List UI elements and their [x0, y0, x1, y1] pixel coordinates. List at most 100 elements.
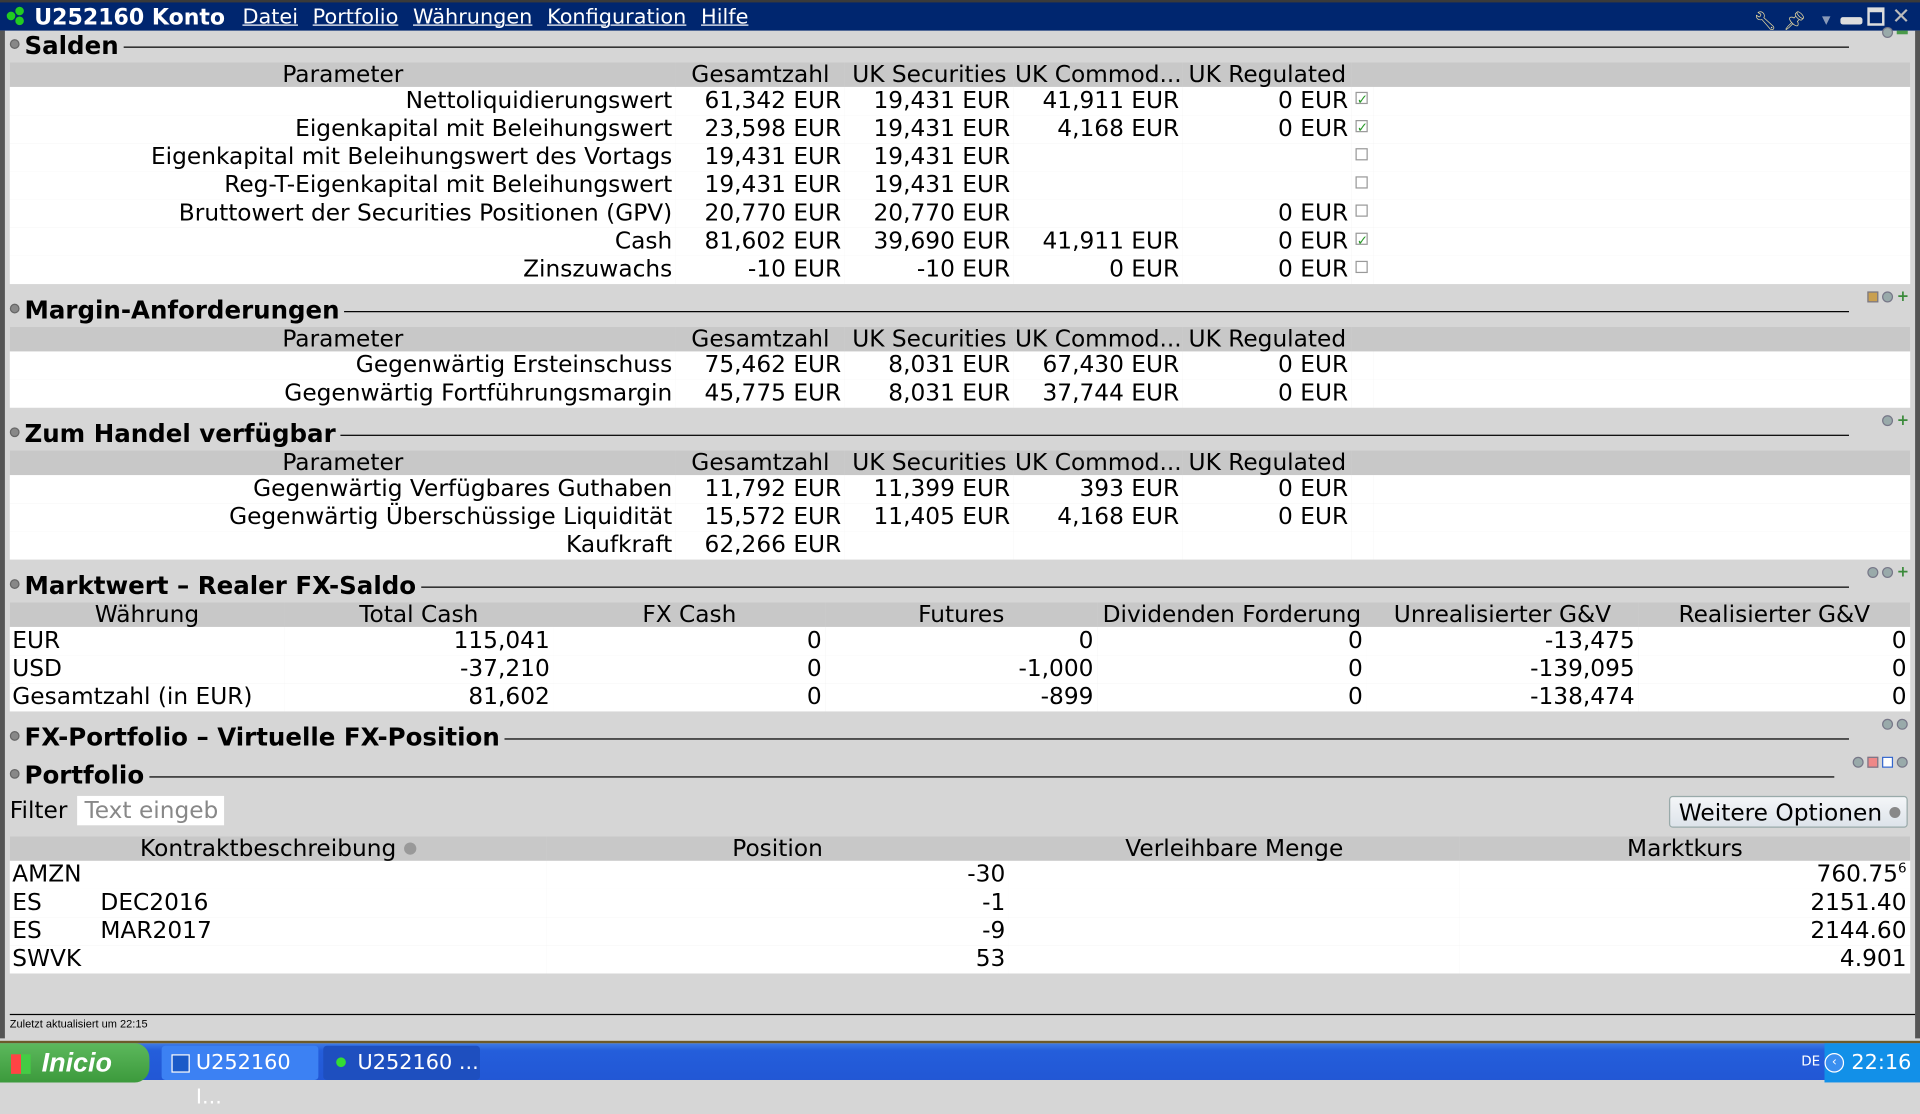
- collapse-toggle-icon[interactable]: [9, 303, 20, 314]
- column-header[interactable]: UK Regulated: [1182, 62, 1352, 87]
- more-options-button[interactable]: Weitere Optionen: [1668, 795, 1908, 828]
- table-row[interactable]: Reg-T-Eigenkapital mit Beleihungswert 19,…: [9, 171, 1911, 200]
- refresh-icon[interactable]: [1867, 566, 1879, 578]
- collapse-toggle-icon[interactable]: [9, 731, 20, 741]
- position-row[interactable]: ES MAR2017 -9 2144.60: [9, 917, 1911, 946]
- minimize-button[interactable]: [1840, 17, 1863, 25]
- section-marktwert[interactable]: Marktwert – Realer FX-Saldo +: [9, 564, 1910, 599]
- table-row[interactable]: Kaufkraft 62,266 EUR: [9, 531, 1911, 560]
- help-icon[interactable]: [1882, 566, 1894, 578]
- section-margin[interactable]: Margin-Anforderungen +: [9, 289, 1910, 324]
- column-header[interactable]: Futures: [825, 602, 1098, 627]
- table-row[interactable]: Gegenwärtig Überschüssige Liquidität 15,5…: [9, 503, 1911, 532]
- refresh-icon[interactable]: [1852, 756, 1864, 768]
- section-salden[interactable]: Salden: [9, 26, 1910, 59]
- menu-waehrungen[interactable]: Währungen: [413, 4, 533, 30]
- column-header[interactable]: UK Securities: [844, 62, 1014, 87]
- sort-icon[interactable]: [403, 842, 416, 855]
- filter-input[interactable]: [77, 795, 225, 826]
- section-handel[interactable]: Zum Handel verfügbar +: [9, 413, 1910, 447]
- help-icon[interactable]: [1896, 718, 1908, 730]
- column-header[interactable]: Unrealisierter G&V: [1366, 602, 1639, 627]
- column-header[interactable]: UK Securities: [844, 450, 1014, 476]
- collapse-toggle-icon[interactable]: [9, 39, 20, 49]
- collapse-toggle-icon[interactable]: [9, 427, 20, 438]
- menu-datei[interactable]: Datei: [242, 4, 298, 30]
- help-icon[interactable]: [1896, 756, 1908, 768]
- column-header[interactable]: Total Cash: [284, 602, 554, 627]
- column-header[interactable]: Parameter: [9, 326, 676, 352]
- refresh-icon[interactable]: [1882, 718, 1894, 730]
- column-header[interactable]: UK Commod...: [1013, 62, 1183, 87]
- section-fx-portfolio[interactable]: FX-Portfolio – Virtuelle FX-Position: [9, 718, 1910, 751]
- row-checkbox[interactable]: [1355, 148, 1368, 161]
- row-checkbox[interactable]: [1355, 176, 1368, 189]
- column-header[interactable]: Gesamtzahl: [675, 62, 845, 87]
- expand-icon[interactable]: +: [1896, 287, 1910, 305]
- table-row[interactable]: EUR 115,041 0 0 0 -13,475 0: [9, 626, 1911, 656]
- column-header[interactable]: Parameter: [9, 450, 676, 476]
- column-header-verleihbar[interactable]: Verleihbare Menge: [1008, 836, 1460, 861]
- chart-icon[interactable]: [1867, 291, 1879, 303]
- row-checkbox[interactable]: [1355, 86, 1368, 114]
- language-indicator[interactable]: DE: [1801, 1053, 1821, 1069]
- column-header[interactable]: UK Regulated: [1182, 450, 1352, 476]
- column-header[interactable]: Gesamtzahl: [675, 326, 845, 352]
- position-row[interactable]: ES DEC2016 -1 2151.40: [9, 888, 1911, 918]
- table-row[interactable]: Cash 81,602 EUR 39,690 EUR 41,911 EUR 0 EUR: [9, 227, 1911, 256]
- menu-konfiguration[interactable]: Konfiguration: [547, 4, 687, 30]
- expand-icon[interactable]: +: [1896, 563, 1910, 581]
- collapse-toggle-icon[interactable]: [9, 579, 20, 589]
- table-row[interactable]: Eigenkapital mit Beleihungswert des Vort…: [9, 143, 1911, 172]
- table-row[interactable]: Eigenkapital mit Beleihungswert 23,598 EU…: [9, 114, 1911, 144]
- position-row[interactable]: SWVK 53 4.901: [9, 945, 1911, 974]
- column-header-position[interactable]: Position: [546, 836, 1009, 861]
- table-row[interactable]: Gegenwärtig Verfügbares Guthaben 11,792 E…: [9, 475, 1911, 504]
- start-button[interactable]: Inicio: [0, 1043, 150, 1083]
- column-header[interactable]: Parameter: [9, 62, 676, 87]
- help-icon[interactable]: [1882, 26, 1894, 38]
- collapse-toggle-icon[interactable]: [9, 768, 20, 779]
- dropdown-arrow-icon[interactable]: ▼: [1822, 14, 1831, 27]
- column-header[interactable]: Gesamtzahl: [675, 450, 845, 476]
- table-row[interactable]: Zinszuwachs -10 EUR -10 EUR 0 EUR 0 EUR: [9, 255, 1911, 285]
- column-header[interactable]: UK Securities: [844, 326, 1014, 352]
- column-header[interactable]: FX Cash: [553, 602, 826, 627]
- row-checkbox[interactable]: [1355, 227, 1368, 255]
- taskbar-item[interactable]: U252160 ...: [323, 1045, 481, 1081]
- row-checkbox[interactable]: [1355, 114, 1368, 142]
- minimize-section-icon[interactable]: [1896, 30, 1908, 35]
- column-header[interactable]: Dividenden Forderung: [1097, 602, 1367, 627]
- column-header[interactable]: UK Commod...: [1013, 450, 1183, 476]
- section-portfolio[interactable]: Portfolio: [9, 756, 1910, 789]
- column-header-marktkurs[interactable]: Marktkurs: [1459, 836, 1911, 861]
- table-row[interactable]: Gegenwärtig Fortführungsmargin 45,775 EUR…: [9, 379, 1911, 408]
- position-row[interactable]: AMZN -30 760.756: [9, 860, 1911, 889]
- row-checkbox[interactable]: [1355, 204, 1368, 217]
- column-header-kontrakt[interactable]: Kontraktbeschreibung: [9, 836, 547, 861]
- table-row[interactable]: USD -37,210 0 -1,000 0 -139,095 0: [9, 655, 1911, 684]
- columns-icon[interactable]: [1867, 756, 1879, 768]
- pin-icon[interactable]: 📌︎: [1782, 9, 1807, 32]
- menu-hilfe[interactable]: Hilfe: [701, 4, 749, 30]
- window-icon[interactable]: [1882, 756, 1894, 768]
- table-row[interactable]: Nettoliquidierungswert 61,342 EUR 19,431 E…: [9, 86, 1911, 116]
- column-header[interactable]: Realisierter G&V: [1638, 602, 1911, 627]
- close-button[interactable]: ✕: [1891, 3, 1911, 30]
- column-header[interactable]: UK Regulated: [1182, 326, 1352, 352]
- table-row[interactable]: Gegenwärtig Ersteinschuss 75,462 EUR 8,031…: [9, 351, 1911, 380]
- taskbar-item[interactable]: U252160 I...: [161, 1045, 319, 1109]
- column-header[interactable]: UK Commod...: [1013, 326, 1183, 352]
- maximize-button[interactable]: [1867, 7, 1885, 26]
- show-hidden-icons-button[interactable]: ‹: [1824, 1053, 1845, 1073]
- clock[interactable]: 22:16: [1851, 1050, 1912, 1076]
- help-icon[interactable]: [1882, 291, 1894, 303]
- wrench-icon[interactable]: 🔧︎: [1753, 9, 1777, 32]
- row-checkbox[interactable]: [1355, 260, 1368, 274]
- table-row[interactable]: Gesamtzahl (in EUR) 81,602 0 -899 0 -138,474 0: [9, 683, 1911, 712]
- expand-icon[interactable]: +: [1896, 411, 1910, 429]
- table-row[interactable]: Bruttowert der Securities Positionen (GP…: [9, 199, 1911, 228]
- column-header[interactable]: Währung: [9, 602, 285, 627]
- menu-portfolio[interactable]: Portfolio: [312, 4, 399, 30]
- help-icon[interactable]: [1882, 415, 1894, 427]
